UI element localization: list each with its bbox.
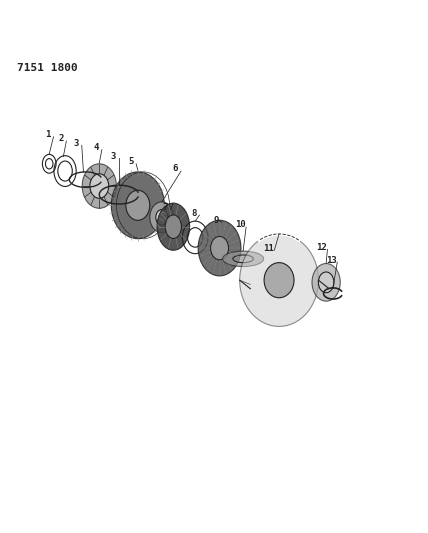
Text: 1: 1 <box>45 130 51 139</box>
Ellipse shape <box>165 215 181 238</box>
Text: 6: 6 <box>173 164 178 173</box>
Text: 5: 5 <box>128 157 133 166</box>
Text: 7: 7 <box>162 203 167 212</box>
Ellipse shape <box>111 172 164 239</box>
Text: 10: 10 <box>235 221 246 230</box>
Ellipse shape <box>198 220 241 276</box>
Ellipse shape <box>156 209 168 225</box>
Text: 3: 3 <box>111 151 116 160</box>
Ellipse shape <box>223 251 264 266</box>
Text: 9: 9 <box>214 216 219 225</box>
Text: 8: 8 <box>191 208 196 217</box>
Ellipse shape <box>240 234 318 326</box>
Ellipse shape <box>126 190 150 220</box>
Ellipse shape <box>82 164 116 208</box>
Text: 2: 2 <box>58 134 63 143</box>
Ellipse shape <box>157 203 190 250</box>
Text: 7151 1800: 7151 1800 <box>17 63 78 73</box>
Ellipse shape <box>211 237 229 260</box>
Ellipse shape <box>90 174 109 198</box>
Text: 12: 12 <box>316 243 327 252</box>
Ellipse shape <box>312 263 340 301</box>
Ellipse shape <box>264 263 294 298</box>
Ellipse shape <box>318 272 334 293</box>
Text: 13: 13 <box>326 256 337 264</box>
Text: 3: 3 <box>74 139 79 148</box>
Text: 11: 11 <box>263 244 274 253</box>
Text: 4: 4 <box>94 143 99 152</box>
Ellipse shape <box>150 202 174 233</box>
